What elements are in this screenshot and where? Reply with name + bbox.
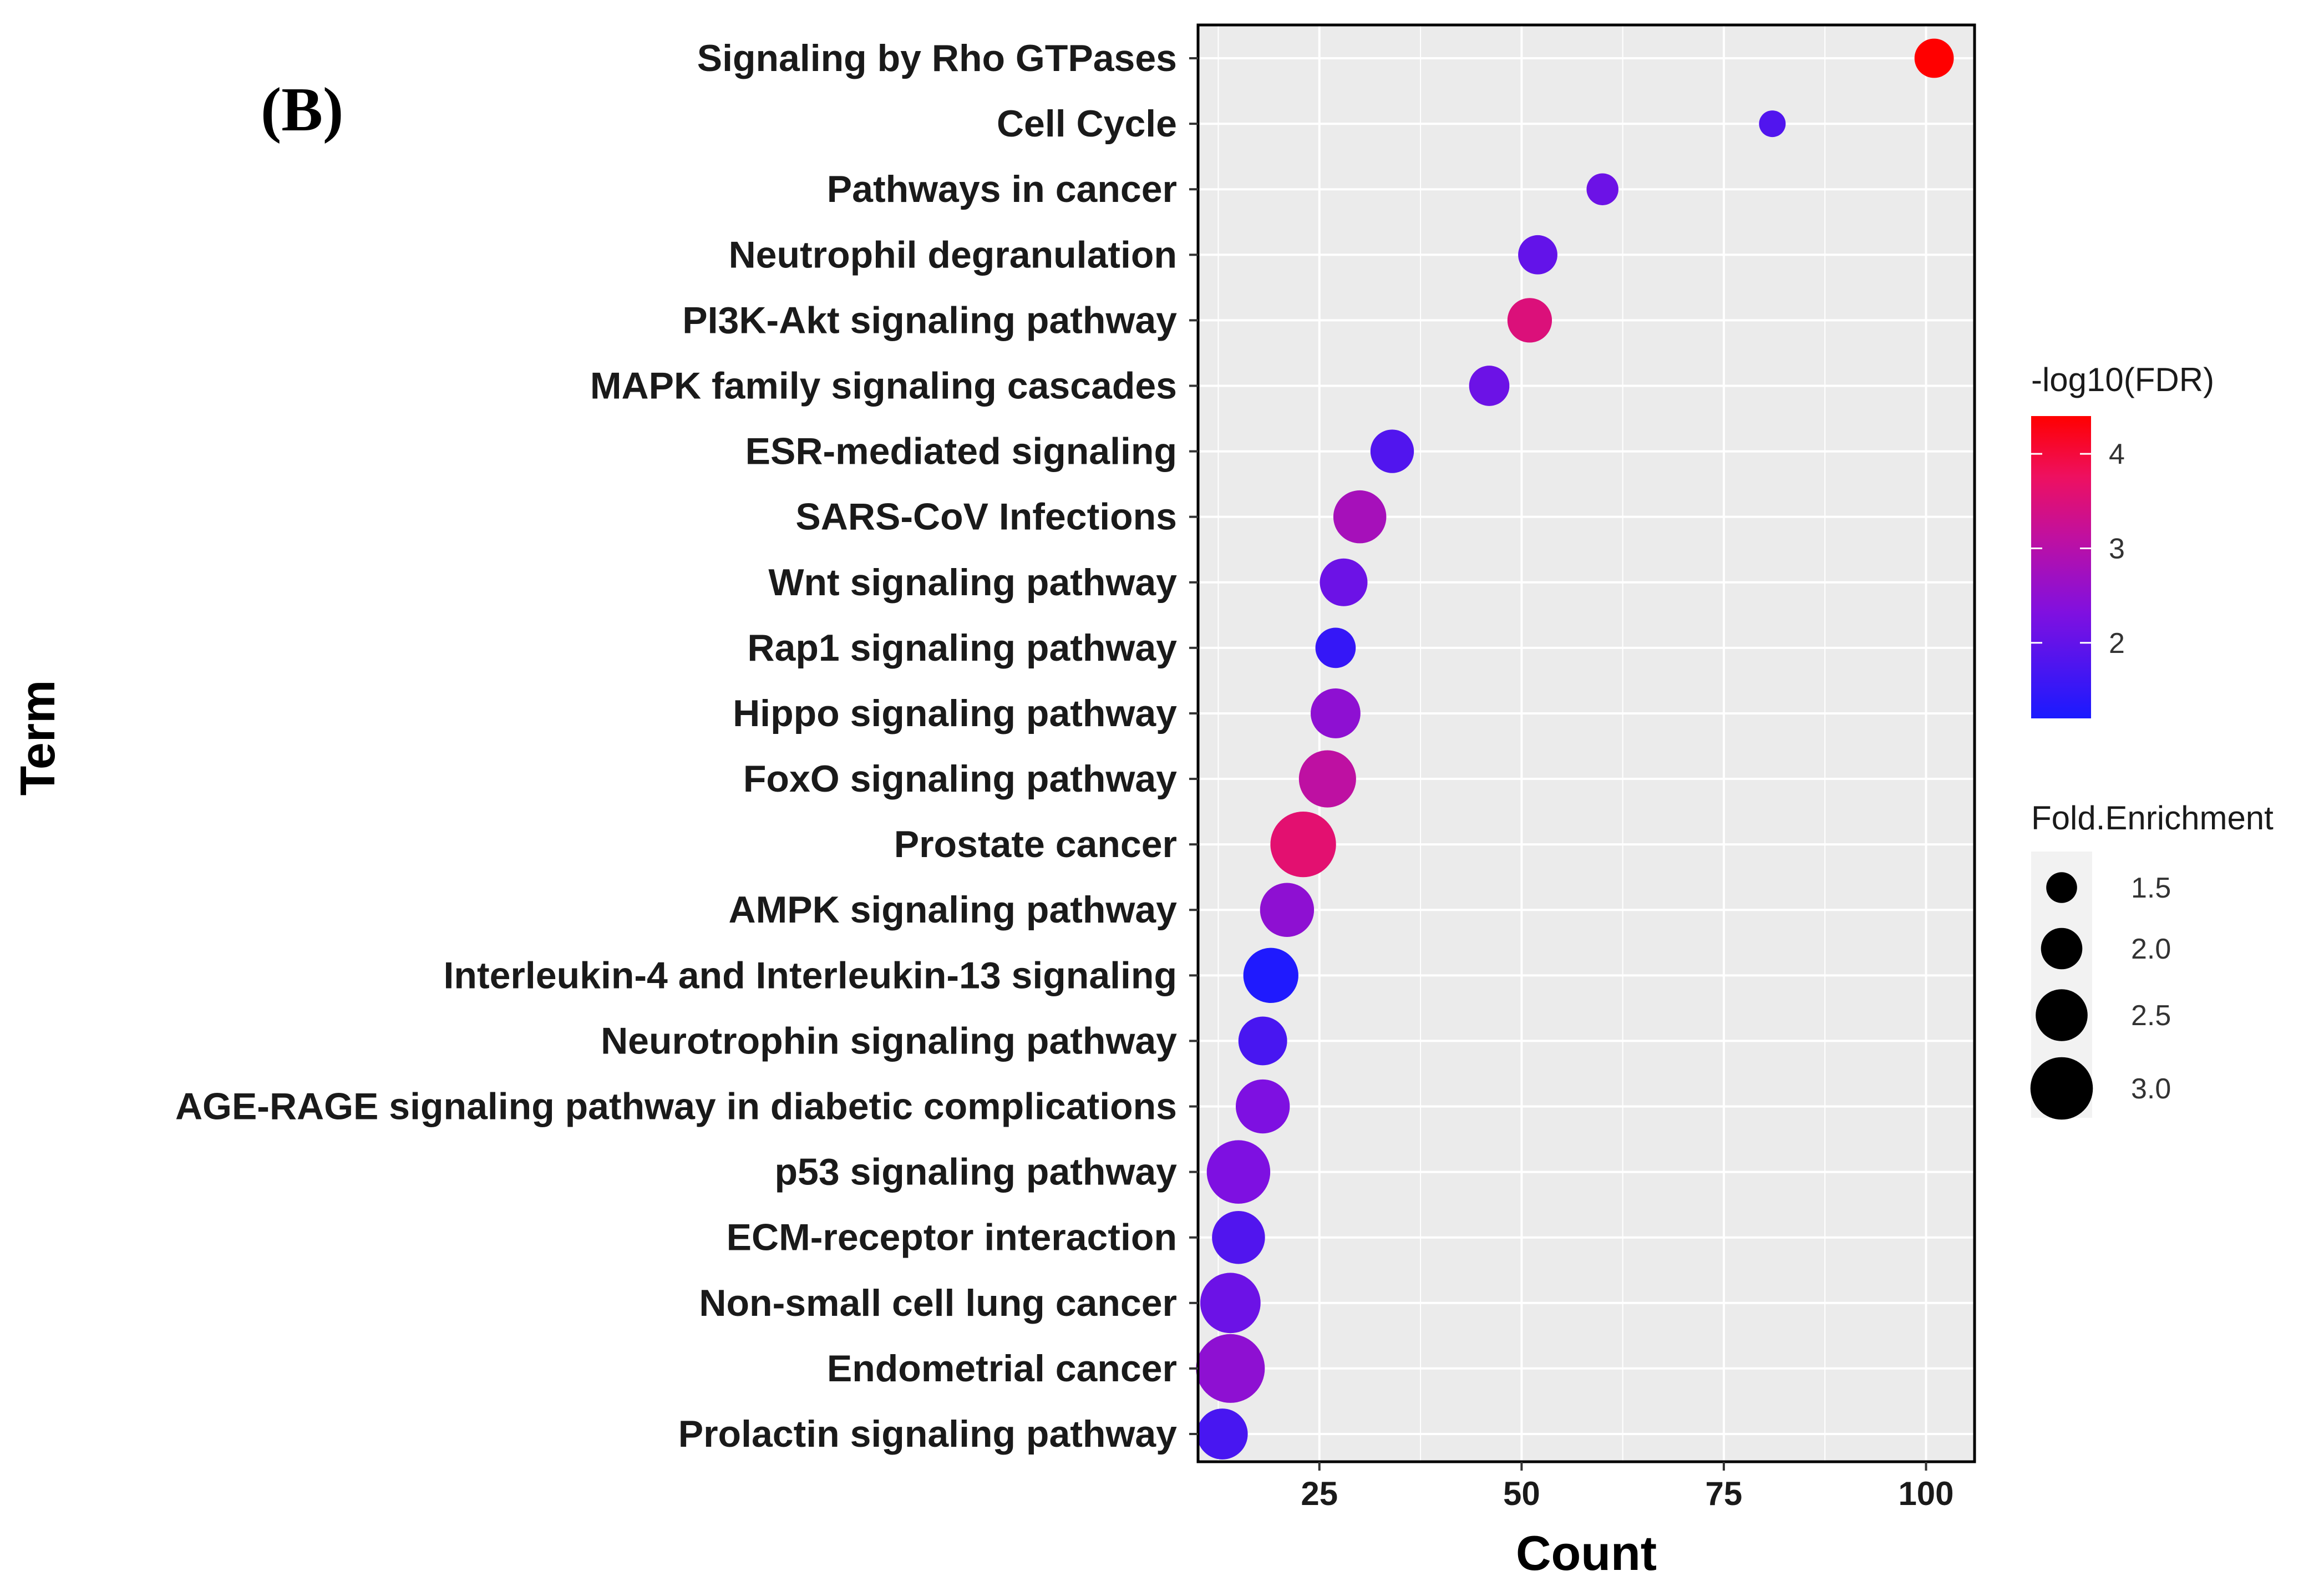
term-label: Neutrophil degranulation [729,234,1177,276]
data-points [1196,38,1954,1460]
term-label: Wnt signaling pathway [768,561,1177,604]
plot-border [1196,23,1976,1463]
term-label: Neurotrophin signaling pathway [601,1020,1177,1062]
data-point [1206,1140,1271,1204]
term-label: p53 signaling pathway [775,1151,1178,1193]
data-point [1298,750,1356,808]
term-label: ESR-mediated signaling [745,430,1177,473]
size-legend-key [2030,1057,2093,1120]
data-point [1235,1079,1290,1134]
data-point [1238,1016,1287,1066]
color-legend-bar [2031,416,2091,718]
term-label: Cell Cycle [997,103,1177,145]
panel-label: (B) [261,75,343,144]
size-legend-key [2036,989,2088,1041]
data-point [1270,811,1336,878]
color-legend: -log10(FDR) 2 3 4 [2031,361,2214,718]
term-label: SARS-CoV Infections [795,496,1177,538]
data-point [1586,173,1618,205]
data-point [1196,1408,1248,1460]
term-label: FoxO signaling pathway [743,758,1177,800]
x-tick-label: 50 [1503,1475,1540,1512]
term-label: MAPK family signaling cascades [590,364,1177,407]
data-point [1914,38,1954,78]
color-legend-tick-label: 4 [2109,438,2125,470]
term-label: AGE-RAGE signaling pathway in diabetic c… [175,1086,1177,1128]
term-label: ECM-receptor interaction [727,1217,1177,1259]
term-label: Interleukin-4 and Interleukin-13 signali… [444,954,1177,996]
size-legend-title: Fold.Enrichment [2031,799,2274,837]
data-point [1315,627,1356,668]
term-label: Pathways in cancer [827,168,1177,210]
data-point [1370,429,1414,473]
size-legend-label: 2.5 [2131,1000,2171,1032]
term-label: Prolactin signaling pathway [678,1413,1177,1455]
color-legend-ticks: 2 3 4 [2031,438,2125,660]
term-label: Prostate cancer [894,823,1177,865]
size-legend: Fold.Enrichment 1.5 2.0 2.5 3.0 [2030,799,2274,1120]
size-legend-label: 3.0 [2131,1073,2171,1105]
data-point [1212,1210,1265,1264]
term-label: AMPK signaling pathway [728,889,1177,931]
data-point [1507,298,1552,343]
size-legend-key [2041,928,2083,970]
data-point [1260,883,1315,937]
data-point [1759,110,1786,138]
term-label: Hippo signaling pathway [733,692,1177,734]
x-tick-label: 75 [1706,1475,1743,1512]
x-axis-title: Count [1516,1526,1657,1580]
data-point [1311,688,1361,738]
data-point [1196,1334,1265,1403]
color-legend-tick-label: 2 [2109,627,2125,660]
size-legend-label: 2.0 [2131,933,2171,965]
size-legend-label: 1.5 [2131,872,2171,904]
term-label: PI3K-Akt signaling pathway [682,299,1177,341]
data-point [1333,490,1387,544]
term-label: Signaling by Rho GTPases [697,37,1177,79]
plot-panel [1198,25,1975,1462]
y-axis-tick-labels: Signaling by Rho GTPases Cell Cycle Pathwa… [175,37,1198,1455]
x-axis-ticks: 25 50 75 100 [1301,1462,1954,1512]
color-legend-tick-label: 3 [2109,533,2125,565]
size-legend-keys: 1.5 2.0 2.5 3.0 [2030,872,2171,1120]
data-point [1200,1273,1261,1334]
term-label: Rap1 signaling pathway [747,627,1177,669]
term-label: Non-small cell lung cancer [699,1282,1177,1324]
term-label: Endometrial cancer [827,1347,1177,1390]
size-legend-key [2046,872,2077,903]
x-tick-label: 25 [1301,1475,1338,1512]
x-tick-label: 100 [1898,1475,1953,1512]
data-point [1320,558,1368,606]
color-legend-title: -log10(FDR) [2031,361,2214,398]
y-axis-title: Term [10,680,65,796]
data-point [1469,366,1510,406]
data-point [1518,235,1557,275]
data-point [1243,947,1298,1003]
